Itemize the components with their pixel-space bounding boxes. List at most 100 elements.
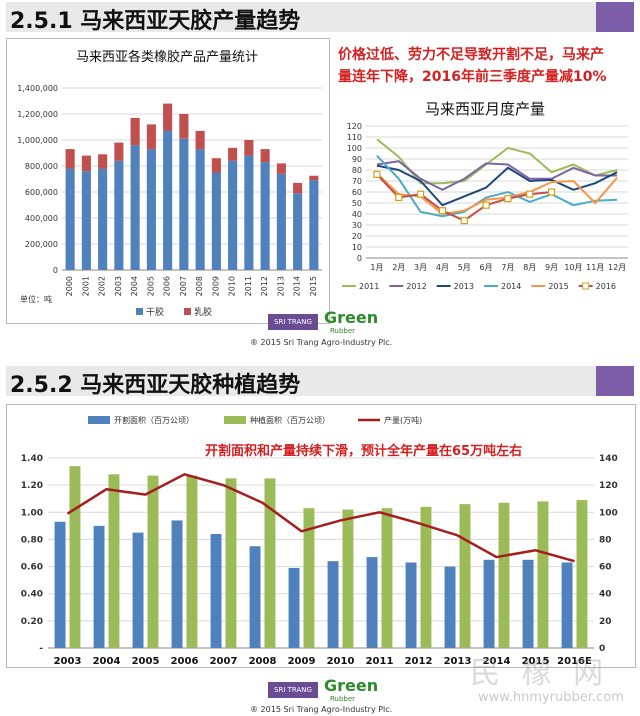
marker-point bbox=[547, 188, 556, 196]
production-line bbox=[66, 472, 575, 563]
x-tick-label: 2010 bbox=[228, 276, 237, 296]
x-tick-label: 2005 bbox=[146, 276, 155, 296]
legend-label: 2013 bbox=[454, 282, 474, 291]
bar-干胶 bbox=[195, 149, 205, 270]
x-tick-label: 2009 bbox=[211, 276, 220, 296]
bar-tapping-area bbox=[366, 557, 378, 648]
y-tick-label: 120 bbox=[347, 122, 362, 131]
x-tick-label: 2013 bbox=[276, 276, 285, 296]
y-right-tick-label: 80 bbox=[599, 535, 612, 545]
legend-label: 干胶 bbox=[146, 306, 164, 318]
y-right-tick-label: 120 bbox=[599, 481, 618, 491]
x-tick-label: 2011 bbox=[366, 656, 394, 666]
bar-乳胶 bbox=[81, 155, 91, 172]
x-tick-label: 8月 bbox=[523, 263, 536, 272]
legend-label: 产量(万吨) bbox=[384, 415, 422, 425]
y-tick-label: 1,200,000 bbox=[17, 110, 58, 119]
chart2-svg: 0 10 20 30 40 50 60 70 80 90 100 110 120 1月 2月 3月 4月 5月 6月… bbox=[342, 122, 628, 291]
bar-乳胶 bbox=[179, 114, 189, 139]
series-line-2014 bbox=[376, 155, 618, 218]
bar-干胶 bbox=[228, 160, 238, 270]
x-tick-label: 2012 bbox=[260, 276, 269, 296]
x-tick-label: 12月 bbox=[608, 263, 626, 272]
x-tick-label: 2008 bbox=[195, 276, 204, 296]
x-tick-label: 2007 bbox=[179, 276, 188, 296]
y-tick-label: 70 bbox=[352, 177, 362, 186]
y-tick-label: 90 bbox=[352, 155, 362, 164]
bar-乳胶 bbox=[260, 149, 270, 163]
bar-干胶 bbox=[309, 180, 319, 270]
y-right-tick-label: 140 bbox=[599, 454, 618, 464]
y-left-tick-label: 1.20 bbox=[21, 481, 43, 491]
title-accent bbox=[596, 2, 634, 32]
x-tick-label: 2016E bbox=[557, 656, 592, 666]
bar-planted-area bbox=[147, 475, 159, 648]
bar-干胶 bbox=[260, 162, 270, 270]
bar-干胶 bbox=[179, 138, 189, 270]
y-tick-label: 20 bbox=[352, 232, 362, 241]
bar-planted-area bbox=[537, 501, 549, 648]
y-tick-label: 40 bbox=[352, 210, 362, 219]
section2-title-bar bbox=[6, 366, 634, 396]
bar-tapping-area bbox=[405, 562, 417, 648]
bar-tapping-area bbox=[210, 534, 222, 648]
bar-乳胶 bbox=[146, 124, 156, 150]
bar-干胶 bbox=[81, 171, 91, 270]
y-tick-label: 60 bbox=[352, 188, 362, 197]
marker-point bbox=[526, 190, 534, 198]
x-tick-label: 2008 bbox=[249, 656, 277, 666]
bar-tapping-area bbox=[288, 567, 300, 648]
bar-乳胶 bbox=[228, 147, 238, 161]
bar-乳胶 bbox=[114, 142, 124, 161]
x-tick-label: 2012 bbox=[405, 656, 433, 666]
y-right-tick-label: 0 bbox=[599, 644, 605, 654]
x-tick-label: 2013 bbox=[444, 656, 472, 666]
y-right-tick-label: 60 bbox=[599, 563, 612, 573]
x-tick-label: 2006 bbox=[163, 276, 172, 296]
section2-title: 2.5.2 马来西亚天胶种植趋势 bbox=[10, 373, 301, 398]
sri-trang-badge-2: SRI TRANG bbox=[268, 682, 318, 698]
x-tick-label: 2001 bbox=[81, 276, 90, 296]
legend-label: 开割面积（百万公顷） bbox=[114, 415, 194, 425]
x-tick-label: 2015 bbox=[309, 276, 318, 296]
legend-swatch bbox=[88, 416, 110, 424]
x-tick-label: 2010 bbox=[327, 656, 355, 666]
y-tick-label: 200,000 bbox=[25, 240, 58, 249]
y-left-tick-label: 0.80 bbox=[21, 535, 43, 545]
x-tick-label: 1月 bbox=[370, 263, 383, 272]
green-rubber-logo-sub: Rubber bbox=[330, 327, 356, 335]
footer2-copyright: ® 2015 Sri Trang Agro-Industry Plc. bbox=[250, 705, 393, 714]
marker-point bbox=[416, 190, 425, 198]
bar-planted-area bbox=[498, 502, 510, 648]
x-tick-label: 2月 bbox=[392, 263, 405, 272]
x-tick-label: 10月 bbox=[564, 263, 582, 272]
y-tick-label: 800,000 bbox=[25, 162, 58, 171]
title-accent-2 bbox=[596, 366, 634, 396]
bar-planted-area bbox=[108, 474, 120, 648]
bar-干胶 bbox=[244, 155, 254, 270]
bar-planted-area bbox=[576, 500, 588, 648]
bar-干胶 bbox=[146, 149, 156, 270]
bar-乳胶 bbox=[211, 158, 221, 173]
y-right-tick-label: 40 bbox=[599, 590, 612, 600]
bar-planted-area bbox=[381, 508, 393, 648]
y-tick-label: 1,000,000 bbox=[17, 136, 58, 145]
legend-label: 2014 bbox=[501, 282, 521, 291]
chart1-title: 马来西亚各类橡胶产品产量统计 bbox=[75, 50, 258, 65]
bar-tapping-area bbox=[483, 559, 495, 648]
x-tick-label: 2011 bbox=[244, 276, 253, 296]
bar-tapping-area bbox=[327, 561, 339, 648]
legend-swatch bbox=[184, 308, 191, 315]
bar-planted-area bbox=[264, 478, 276, 648]
y-tick-label: 0 bbox=[53, 266, 58, 275]
x-tick-label: 2003 bbox=[54, 656, 82, 666]
legend-label: 2012 bbox=[406, 282, 426, 291]
bar-planted-area bbox=[420, 506, 432, 648]
sri-trang-badge: SRI TRANG bbox=[268, 314, 318, 330]
x-tick-label: 2014 bbox=[293, 276, 302, 296]
y-tick-label: 400,000 bbox=[25, 214, 58, 223]
bar-干胶 bbox=[114, 160, 124, 270]
x-tick-label: 2002 bbox=[98, 276, 107, 296]
series-line-2013 bbox=[376, 164, 618, 207]
bar-干胶 bbox=[65, 168, 75, 270]
